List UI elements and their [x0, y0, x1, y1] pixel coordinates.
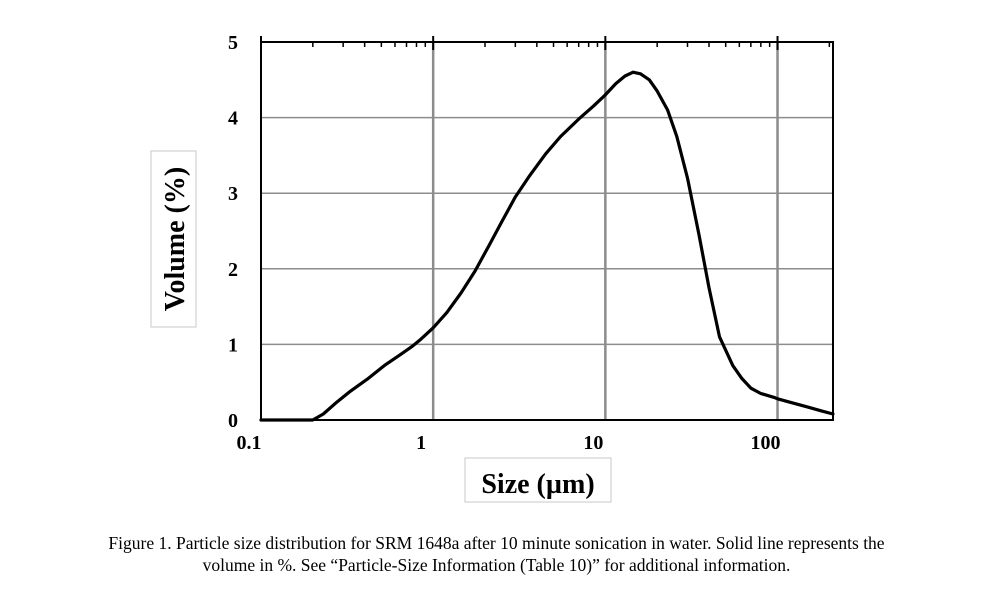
y-tick-label: 5	[228, 32, 238, 54]
y-tick-label: 1	[228, 334, 238, 356]
y-tick-label: 4	[228, 108, 238, 130]
series-line	[259, 70, 835, 422]
y-tick-label: 3	[228, 183, 238, 205]
y-tick-label: 0	[228, 410, 238, 432]
x-tick-label: 1	[416, 432, 426, 454]
x-tick-label: 0.1	[237, 432, 262, 454]
y-axis-title: Volume (%)	[160, 167, 191, 311]
x-axis-title: Size (µm)	[481, 469, 594, 500]
y-tick-labels: 0 1 2 3 4 5	[228, 32, 238, 432]
caption-line-1: Figure 1. Particle size distribution for…	[108, 533, 885, 553]
x-tick-label: 100	[751, 432, 781, 454]
y-tick-label: 2	[228, 259, 238, 281]
x-axis-title-box	[464, 457, 612, 503]
x-tick-labels: 0.1 1 10 100	[237, 432, 781, 454]
figure-caption: Figure 1. Particle size distribution for…	[20, 532, 973, 576]
y-axis-title-box	[150, 150, 197, 328]
grid-lines	[261, 42, 833, 420]
caption-line-2: volume in %. See “Particle-Size Informat…	[202, 555, 791, 575]
plot-frame	[260, 41, 834, 421]
x-tick-label: 10	[583, 432, 603, 454]
